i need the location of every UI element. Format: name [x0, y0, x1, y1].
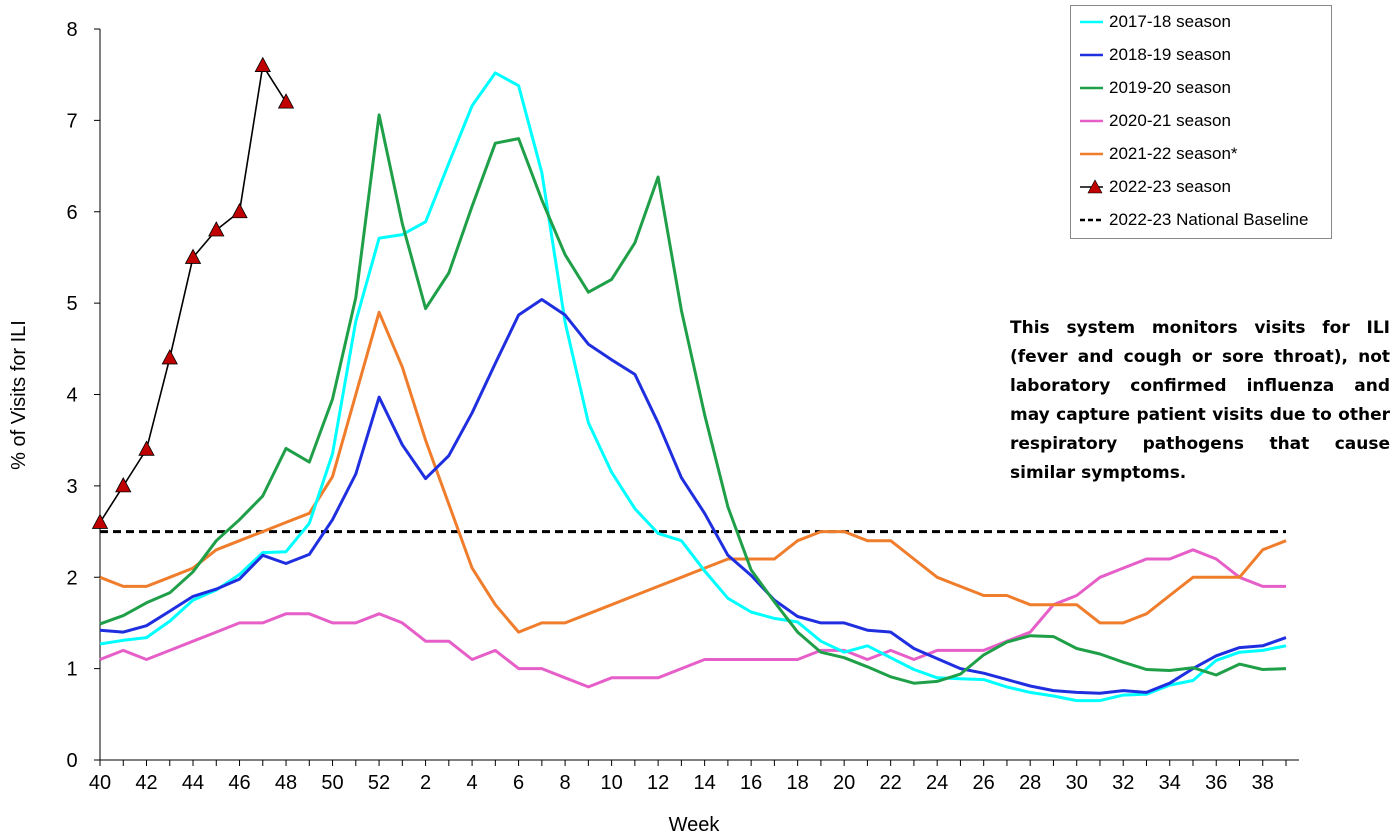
- legend-item: 2021-22 season*: [1079, 144, 1329, 166]
- x-tick-label: 26: [973, 772, 995, 794]
- x-tick-label: 22: [880, 772, 902, 794]
- legend-label: 2020-21 season: [1109, 111, 1231, 130]
- x-tick-label: 8: [560, 772, 571, 794]
- y-tick-label: 2: [66, 567, 77, 589]
- data-point-marker: [277, 93, 295, 109]
- x-tick-label: 24: [926, 772, 948, 794]
- legend-label: 2022-23 season: [1109, 177, 1231, 196]
- series-line: [99, 71, 1287, 703]
- legend-swatch: [1080, 53, 1103, 57]
- legend-swatch: [1080, 179, 1103, 194]
- legend-item: 2022-23 National Baseline: [1079, 210, 1329, 232]
- data-point-marker: [91, 513, 109, 529]
- x-tick-label: 28: [1019, 772, 1041, 794]
- x-tick-label: 34: [1159, 772, 1181, 794]
- series-line: [99, 113, 1287, 685]
- y-tick-label: 4: [66, 385, 77, 407]
- legend-label: 2018-19 season: [1109, 45, 1231, 64]
- legend-label: 2021-22 season*: [1109, 144, 1238, 163]
- data-point-marker: [208, 221, 225, 237]
- data-point-marker: [138, 440, 155, 456]
- series-layer: [91, 56, 1287, 703]
- y-tick-label: 6: [66, 202, 77, 224]
- y-tick-label: 5: [66, 293, 77, 315]
- x-tick-label: 2: [420, 772, 431, 794]
- legend-label: 2022-23 National Baseline: [1109, 210, 1309, 229]
- y-tick-label: 8: [66, 19, 77, 41]
- y-tick-label: 1: [66, 659, 77, 681]
- surveillance-note: This system monitors visits for ILI (fev…: [1010, 318, 1390, 483]
- x-tick-label: 44: [182, 772, 204, 794]
- series-line: [99, 548, 1286, 689]
- legend-swatch: [1080, 119, 1103, 123]
- x-tick-label: 14: [694, 772, 716, 794]
- data-point-marker: [254, 56, 271, 72]
- y-tick-label: 3: [66, 476, 77, 498]
- y-axis-title: % of Visits for ILI: [8, 320, 30, 470]
- legend-item: 2019-20 season: [1079, 78, 1329, 100]
- x-tick-label: 12: [647, 772, 669, 794]
- x-tick-label: 46: [228, 772, 250, 794]
- data-point-marker: [184, 248, 202, 264]
- x-tick-label: 18: [787, 772, 809, 794]
- x-tick-label: 48: [275, 772, 297, 794]
- x-tick-label: 36: [1205, 772, 1227, 794]
- x-tick-label: 52: [368, 772, 390, 794]
- series-line: [99, 64, 287, 523]
- x-tick-label: 20: [833, 772, 855, 794]
- legend-item: 2020-21 season: [1079, 111, 1329, 133]
- x-tick-label: 16: [740, 772, 762, 794]
- legend-item: 2022-23 season: [1079, 177, 1329, 199]
- series-line: [99, 298, 1287, 695]
- legend-swatch: [1080, 218, 1103, 222]
- data-point-marker: [115, 477, 132, 493]
- x-tick-label: 38: [1252, 772, 1274, 794]
- y-tick-label: 7: [66, 110, 77, 132]
- legend-label: 2017-18 season: [1109, 12, 1231, 31]
- x-tick-label: 42: [135, 772, 157, 794]
- data-point-marker: [161, 349, 178, 365]
- legend-label: 2019-20 season: [1109, 78, 1231, 97]
- legend-triangle-marker: [1087, 179, 1103, 194]
- x-tick-label: 50: [321, 772, 343, 794]
- legend-swatch: [1080, 86, 1103, 90]
- data-point-marker: [231, 202, 248, 219]
- legend-swatch: [1080, 20, 1103, 24]
- x-tick-label: 6: [513, 772, 524, 794]
- series-line: [99, 310, 1287, 634]
- x-tick-label: 32: [1112, 772, 1134, 794]
- legend-swatch: [1080, 152, 1103, 156]
- x-tick-label: 4: [467, 772, 478, 794]
- legend-item: 2017-18 season: [1079, 12, 1329, 34]
- x-axis-title: Week: [669, 814, 721, 836]
- x-tick-label: 10: [600, 772, 622, 794]
- x-tick-label: 30: [1066, 772, 1088, 794]
- y-tick-label: 0: [66, 750, 77, 772]
- chart-legend: 2017-18 season 2018-19 season 2019-20 seas…: [1070, 5, 1332, 239]
- legend-item: 2018-19 season: [1079, 45, 1329, 67]
- x-tick-label: 40: [89, 772, 111, 794]
